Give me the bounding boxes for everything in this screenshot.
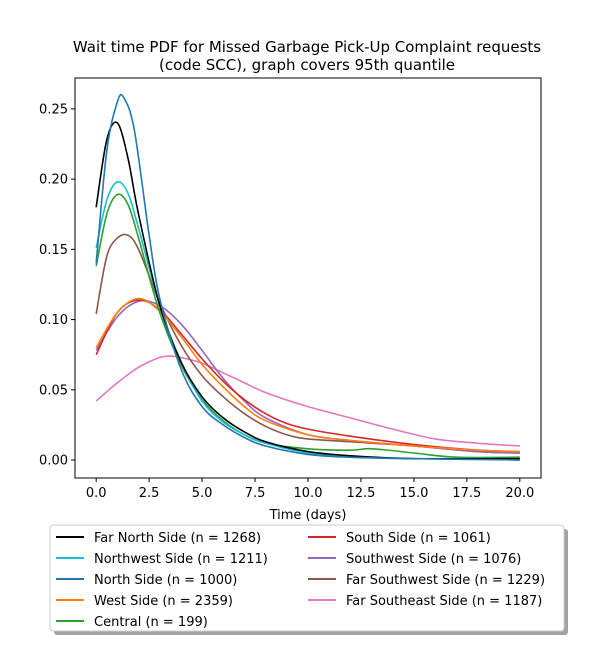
- legend-label-2: North Side (n = 1000): [94, 573, 237, 588]
- x-tick-label: 12.5: [346, 486, 375, 501]
- x-tick-label: 10.0: [294, 486, 323, 501]
- y-tick-label: 0.25: [39, 102, 68, 117]
- legend-label-1: Northwest Side (n = 1211): [94, 552, 268, 567]
- y-tick-label: 0.10: [39, 313, 68, 328]
- x-axis-ticks: 0.0 2.5 5.0 7.5 10.0 12.5 15.0 17.5 20.0: [86, 478, 534, 501]
- x-tick-label: 2.5: [139, 486, 160, 501]
- legend-label-4: Central (n = 199): [94, 615, 208, 630]
- plot-frame: [74, 77, 542, 479]
- y-tick-label: 0.20: [39, 173, 68, 188]
- x-axis-label: Time (days): [269, 508, 347, 523]
- x-tick-label: 7.5: [245, 486, 266, 501]
- legend-label-5: South Side (n = 1061): [346, 531, 491, 546]
- series-line-8: [95, 355, 520, 447]
- x-tick-label: 17.5: [452, 486, 481, 501]
- x-tick-label: 0.0: [86, 486, 107, 501]
- legend: Far North Side (n = 1268) Northwest Side …: [49, 524, 568, 635]
- chart-title-line-2: (code SCC), graph covers 95th quantile: [159, 56, 455, 74]
- series-line-3: [95, 297, 520, 453]
- y-tick-label: 0.15: [39, 243, 68, 258]
- series-line-0: [95, 121, 520, 460]
- y-tick-label: 0.05: [39, 383, 68, 398]
- x-tick-label: 5.0: [192, 486, 213, 501]
- legend-label-8: Far Southeast Side (n = 1187): [346, 594, 542, 609]
- series-line-4: [95, 193, 520, 459]
- series-lines: [95, 93, 520, 461]
- legend-label-0: Far North Side (n = 1268): [94, 531, 261, 546]
- x-tick-label: 20.0: [505, 486, 534, 501]
- legend-box: [49, 524, 565, 632]
- legend-label-7: Far Southwest Side (n = 1229): [346, 573, 545, 588]
- chart-title-line-1: Wait time PDF for Missed Garbage Pick-Up…: [73, 38, 541, 56]
- legend-entries: Far North Side (n = 1268) Northwest Side …: [56, 531, 545, 630]
- legend-label-3: West Side (n = 2359): [94, 594, 233, 609]
- series-line-2: [95, 93, 520, 461]
- y-axis-ticks: 0.00 0.05 0.10 0.15 0.20 0.25: [39, 102, 75, 469]
- legend-label-6: Southwest Side (n = 1076): [346, 552, 521, 567]
- x-tick-label: 15.0: [399, 486, 428, 501]
- y-tick-label: 0.00: [39, 454, 68, 469]
